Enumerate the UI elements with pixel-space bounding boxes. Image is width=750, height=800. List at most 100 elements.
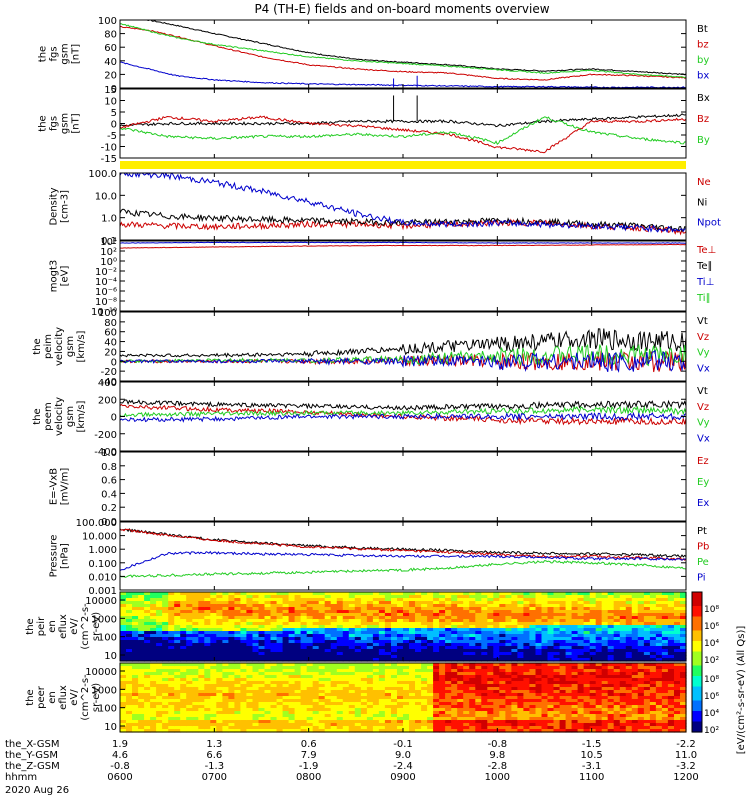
spectrogram-cell [529,675,536,679]
y-tick-label: 100 [98,704,117,715]
spectrogram-cell [258,598,266,602]
spectrogram-cell [583,610,591,614]
spectrogram-cell [469,699,476,703]
spectrogram-cell [487,690,494,694]
spectrogram-cell [246,684,253,688]
spectrogram-cell [661,643,669,647]
spectrogram-cell [180,619,187,623]
spectrogram-cell [300,595,308,599]
spectrogram-cell [300,669,308,673]
spectrogram-cell [198,723,205,727]
spectrogram-cell [348,598,356,602]
spectrogram-cell [120,672,127,676]
spectrogram-cell [174,628,181,632]
spectrogram-cell [210,723,217,727]
spectrogram-cell [475,675,482,679]
spectrogram-cell [186,622,193,626]
spectrogram-cell [601,669,609,673]
spectrogram-cell [198,708,205,712]
spectrogram-cell [625,610,633,614]
spectrogram-cell [517,604,524,608]
spectrogram-cell [391,658,398,662]
spectrogram-cell [294,705,302,709]
spectrogram-cell [680,637,687,641]
spectrogram-cell [391,702,398,706]
spectrogram-cell [601,693,609,697]
spectrogram-cell [445,610,452,614]
spectrogram-cell [264,604,272,608]
spectrogram-cell [174,634,181,638]
spectrogram-cell [348,729,356,733]
spectrogram-cell [372,711,380,715]
spectrogram-cell [529,619,536,623]
spectrogram-cell [156,643,163,647]
spectrogram-cell [252,699,260,703]
spectrogram-cell [330,622,338,626]
series-Vt [120,328,686,358]
spectrogram-cell [174,687,181,691]
spectrogram-cell [415,690,422,694]
spectrogram-cell [674,669,681,673]
spectrogram-cell [487,705,494,709]
spectrogram-cell [463,640,470,644]
spectrogram-cell [276,711,284,715]
spectrogram-cell [330,595,338,599]
y-tick-label: -40 [101,377,117,388]
spectrogram-cell [439,595,446,599]
spectrogram-cell [511,729,518,733]
spectrogram-cell [336,640,344,644]
spectrogram-cell [680,693,687,697]
y-axis-label: Density [49,187,60,225]
spectrogram-cell [451,643,458,647]
spectrogram-cell [342,613,350,617]
spectrogram-cell [276,652,284,656]
spectrogram-cell [481,610,488,614]
spectrogram-cell [120,631,127,635]
spectrogram-cell [517,640,524,644]
spectrogram-cell [559,720,567,724]
spectrogram-cell [505,595,512,599]
spectrogram-cell [168,646,175,650]
spectrogram-cell [324,634,332,638]
spectrogram-cell [427,640,434,644]
spectrogram-cell [294,681,302,685]
spectrogram-cell [649,663,657,667]
spectrogram-cell [138,702,145,706]
spectrogram-cell [288,628,296,632]
spectrogram-cell [132,726,139,730]
spectrogram-cell [583,625,591,629]
spectrogram-cell [565,595,573,599]
y-tick-label: 10⁻¹⁰ [91,307,117,318]
spectrogram-cell [228,622,235,626]
spectrogram-cell [246,592,253,596]
spectrogram-cell [397,649,404,653]
spectrogram-cell [631,705,639,709]
spectrogram-cell [493,613,500,617]
spectrogram-cell [216,723,223,727]
spectrogram-cell [318,640,326,644]
spectrogram-cell [312,619,320,623]
spectrogram-cell [144,729,151,733]
spectrogram-cell [324,625,332,629]
spectrogram-cell [150,628,157,632]
spectrogram-cell [583,678,591,682]
spectrogram-cell [529,601,536,605]
spectrogram-cell [583,649,591,653]
spectrogram-cell [360,613,368,617]
colorbar-cell [692,602,702,607]
spectrogram-cell [366,666,374,670]
spectrogram-cell [156,690,163,694]
spectrogram-cell [378,693,386,697]
spectrogram-cell [240,616,247,620]
spectrogram-cell [306,666,314,670]
spectrogram-cell [397,699,404,703]
spectrogram-cell [306,628,314,632]
spectrogram-cell [216,717,223,721]
spectrogram-cell [120,663,127,667]
spectrogram-cell [655,708,663,712]
spectrogram-cell [487,652,494,656]
spectrogram-cell [204,631,211,635]
spectrogram-cell [619,622,627,626]
spectrogram-cell [421,646,428,650]
spectrogram-cell [643,643,651,647]
